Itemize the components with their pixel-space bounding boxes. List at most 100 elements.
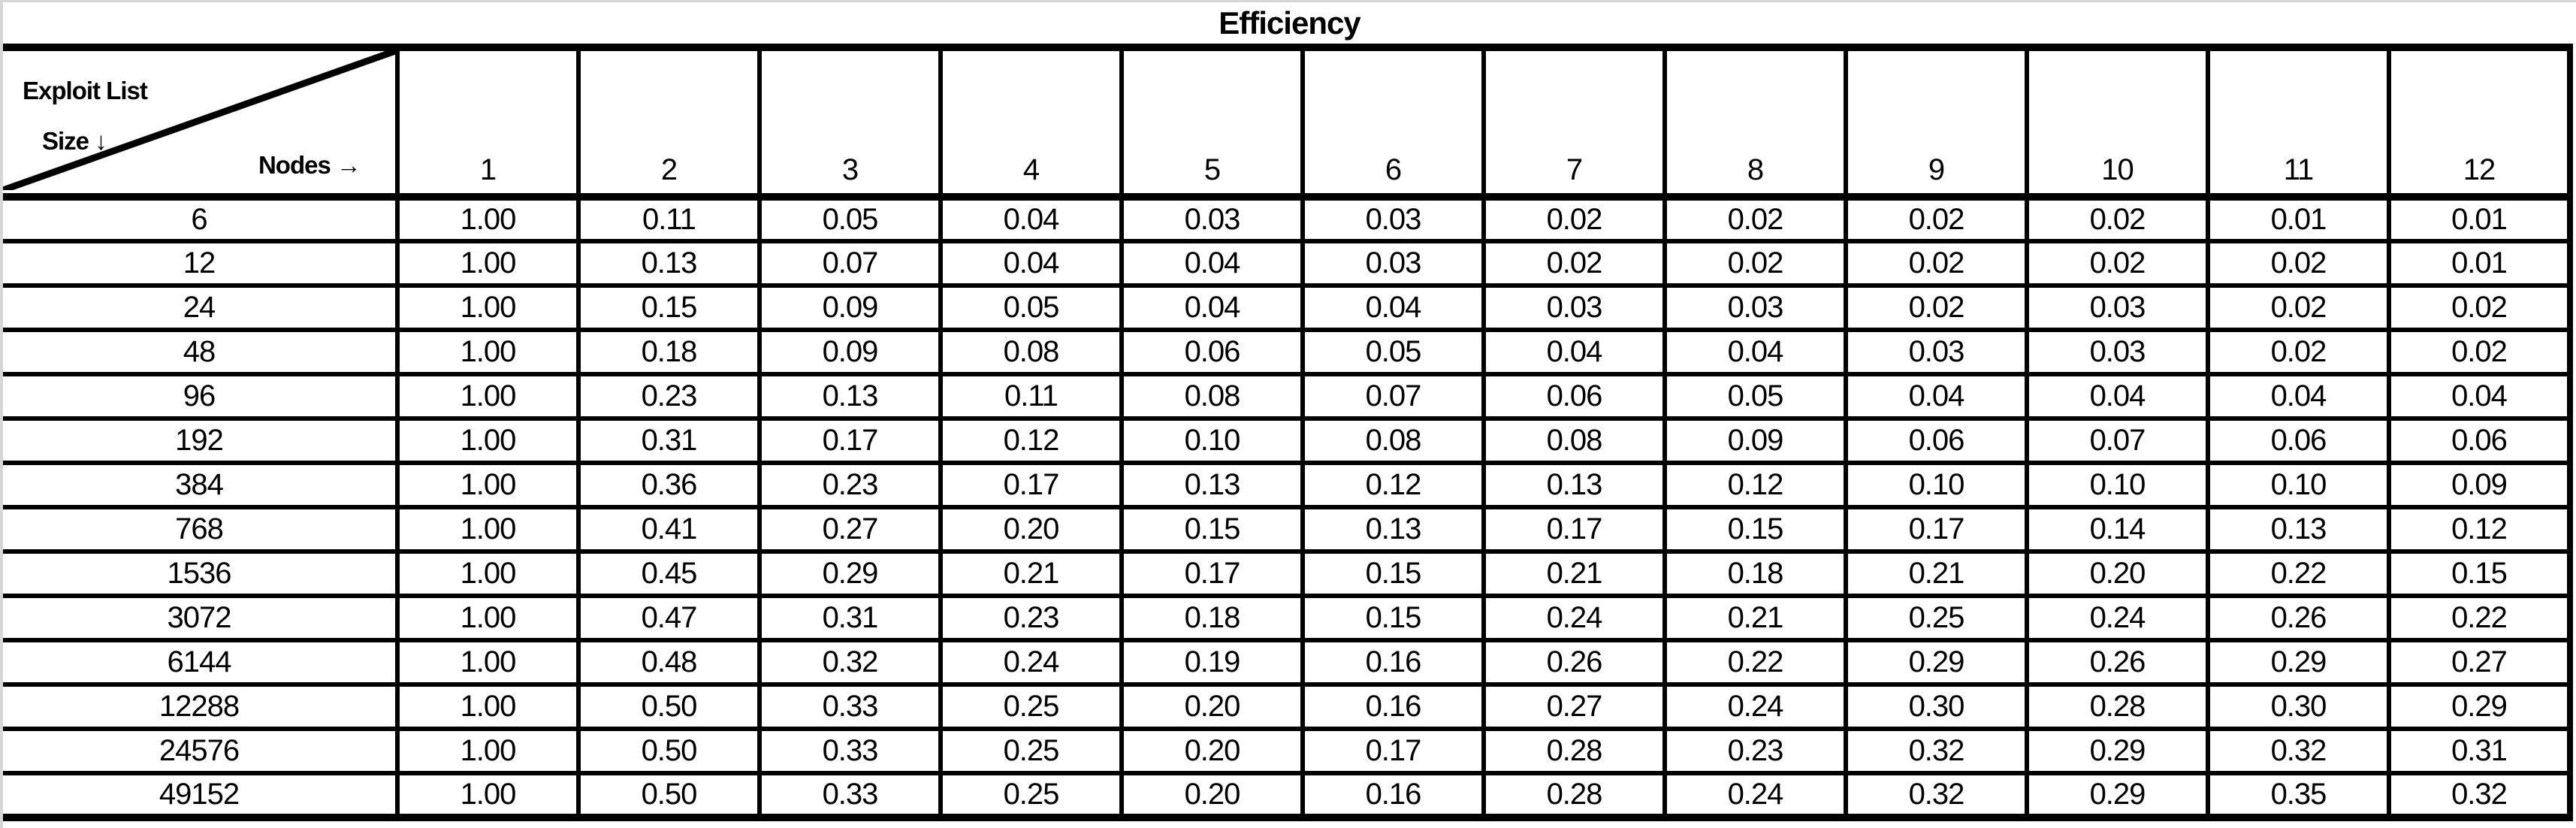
value-cell: 0.25 bbox=[938, 727, 1124, 775]
value-cell: 1.00 bbox=[395, 239, 581, 288]
value-cell: 0.29 bbox=[757, 549, 943, 598]
column-header: 9 bbox=[1844, 45, 2029, 201]
value-cell: 0.24 bbox=[1662, 682, 1848, 731]
row-label: 24576 bbox=[3, 727, 400, 775]
value-cell: 0.02 bbox=[2387, 328, 2572, 376]
value-cell: 1.00 bbox=[395, 328, 581, 376]
value-cell: 0.50 bbox=[576, 682, 762, 731]
value-cell: 0.32 bbox=[2387, 771, 2572, 820]
value-cell: 0.25 bbox=[938, 682, 1124, 731]
value-cell: 0.20 bbox=[2025, 549, 2210, 598]
value-cell: 0.27 bbox=[757, 505, 943, 554]
value-cell: 0.28 bbox=[1481, 727, 1667, 775]
value-cell: 0.30 bbox=[1844, 682, 2029, 731]
value-cell: 0.04 bbox=[938, 239, 1124, 288]
value-cell: 0.29 bbox=[2025, 771, 2210, 820]
column-header: 8 bbox=[1662, 45, 1848, 201]
value-cell: 0.23 bbox=[576, 372, 762, 421]
value-cell: 0.01 bbox=[2387, 195, 2572, 243]
value-cell: 0.31 bbox=[576, 416, 762, 465]
value-cell: 0.22 bbox=[1662, 638, 1848, 687]
value-cell: 0.18 bbox=[576, 328, 762, 376]
value-cell: 0.13 bbox=[757, 372, 943, 421]
row-label: 12 bbox=[3, 239, 400, 288]
value-cell: 0.31 bbox=[757, 594, 943, 642]
value-cell: 0.24 bbox=[1662, 771, 1848, 820]
value-cell: 0.16 bbox=[1300, 638, 1486, 687]
value-cell: 0.50 bbox=[576, 771, 762, 820]
value-cell: 0.07 bbox=[1300, 372, 1486, 421]
value-cell: 0.16 bbox=[1300, 682, 1486, 731]
value-cell: 0.28 bbox=[1481, 771, 1667, 820]
value-cell: 0.45 bbox=[576, 549, 762, 598]
value-cell: 0.04 bbox=[1119, 283, 1305, 332]
value-cell: 0.24 bbox=[1481, 594, 1667, 642]
value-cell: 0.17 bbox=[1119, 549, 1305, 598]
table-row: 6 1.00 0.11 0.05 0.04 0.03 0.03 0.02 0.02 0.02 0.0… bbox=[3, 195, 2572, 243]
value-cell: 0.26 bbox=[1481, 638, 1667, 687]
value-cell: 0.10 bbox=[2025, 461, 2210, 509]
value-cell: 0.11 bbox=[938, 372, 1124, 421]
value-cell: 1.00 bbox=[395, 195, 581, 243]
value-cell: 0.32 bbox=[1844, 727, 2029, 775]
value-cell: 0.21 bbox=[938, 549, 1124, 598]
value-cell: 0.28 bbox=[2025, 682, 2210, 731]
value-cell: 1.00 bbox=[395, 461, 581, 509]
value-cell: 0.12 bbox=[1300, 461, 1486, 509]
value-cell: 0.08 bbox=[1119, 372, 1305, 421]
value-cell: 0.24 bbox=[2025, 594, 2210, 642]
value-cell: 0.15 bbox=[1119, 505, 1305, 554]
value-cell: 0.01 bbox=[2387, 239, 2572, 288]
row-label: 49152 bbox=[3, 771, 400, 820]
value-cell: 0.19 bbox=[1119, 638, 1305, 687]
value-cell: 0.10 bbox=[2206, 461, 2391, 509]
value-cell: 0.36 bbox=[576, 461, 762, 509]
value-cell: 0.07 bbox=[757, 239, 943, 288]
value-cell: 0.20 bbox=[1119, 727, 1305, 775]
value-cell: 1.00 bbox=[395, 549, 581, 598]
value-cell: 0.30 bbox=[2206, 682, 2391, 731]
corner-label-nodes-right-arrow: Nodes → bbox=[258, 151, 361, 179]
table-row: 1536 1.00 0.45 0.29 0.21 0.17 0.15 0.21 0.18 0.21… bbox=[3, 549, 2572, 598]
page-title: Efficiency bbox=[1219, 5, 1360, 41]
value-cell: 0.02 bbox=[1844, 283, 2029, 332]
value-cell: 0.22 bbox=[2206, 549, 2391, 598]
value-cell: 0.16 bbox=[1300, 771, 1486, 820]
value-cell: 1.00 bbox=[395, 505, 581, 554]
value-cell: 0.32 bbox=[1844, 771, 2029, 820]
value-cell: 0.14 bbox=[2025, 505, 2210, 554]
value-cell: 0.03 bbox=[1481, 283, 1667, 332]
value-cell: 0.05 bbox=[1662, 372, 1848, 421]
efficiency-table: Exploit List Size ↓ Nodes → 1 2 3 4 5 6 7 8 9 10 1… bbox=[3, 44, 2573, 821]
value-cell: 0.06 bbox=[2387, 416, 2572, 465]
value-cell: 1.00 bbox=[395, 771, 581, 820]
value-cell: 0.09 bbox=[1662, 416, 1848, 465]
row-label: 48 bbox=[3, 328, 400, 376]
value-cell: 0.20 bbox=[1119, 682, 1305, 731]
value-cell: 0.33 bbox=[757, 771, 943, 820]
value-cell: 0.02 bbox=[2206, 328, 2391, 376]
value-cell: 0.13 bbox=[2206, 505, 2391, 554]
value-cell: 0.02 bbox=[1662, 195, 1848, 243]
value-cell: 0.08 bbox=[938, 328, 1124, 376]
value-cell: 0.15 bbox=[1662, 505, 1848, 554]
value-cell: 0.07 bbox=[2025, 416, 2210, 465]
value-cell: 1.00 bbox=[395, 416, 581, 465]
value-cell: 0.17 bbox=[1300, 727, 1486, 775]
value-cell: 0.03 bbox=[2025, 283, 2210, 332]
row-label: 192 bbox=[3, 416, 400, 465]
value-cell: 0.04 bbox=[2025, 372, 2210, 421]
corner-cell: Exploit List Size ↓ Nodes → bbox=[3, 45, 400, 201]
value-cell: 0.01 bbox=[2206, 195, 2391, 243]
row-label: 6144 bbox=[3, 638, 400, 687]
value-cell: 0.31 bbox=[2387, 727, 2572, 775]
value-cell: 0.09 bbox=[757, 283, 943, 332]
value-cell: 0.29 bbox=[1844, 638, 2029, 687]
value-cell: 0.02 bbox=[2206, 239, 2391, 288]
value-cell: 0.04 bbox=[1481, 328, 1667, 376]
row-label: 1536 bbox=[3, 549, 400, 598]
value-cell: 0.05 bbox=[757, 195, 943, 243]
value-cell: 1.00 bbox=[395, 727, 581, 775]
value-cell: 0.17 bbox=[757, 416, 943, 465]
